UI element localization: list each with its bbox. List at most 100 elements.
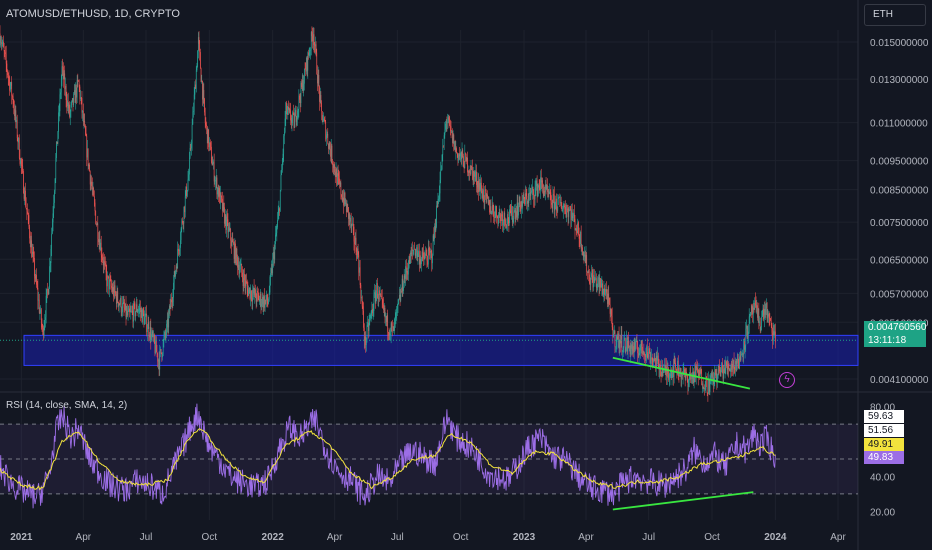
- candle-body: [537, 187, 539, 196]
- candle-body: [235, 243, 236, 264]
- candle-body: [597, 278, 599, 285]
- candle-body: [32, 251, 33, 257]
- candle-body: [277, 212, 279, 220]
- candle-body: [629, 345, 631, 355]
- candle-body: [165, 334, 167, 336]
- rsi-indicator-label[interactable]: RSI (14, close, SMA, 14, 2): [6, 400, 128, 411]
- candle-body: [216, 177, 218, 195]
- candle-body: [728, 363, 729, 370]
- candle-body: [72, 98, 74, 106]
- candle-body: [315, 44, 316, 47]
- candle-body: [514, 210, 515, 212]
- candle-body: [122, 302, 124, 304]
- currency-button[interactable]: ETH: [864, 4, 926, 26]
- candle-body: [742, 353, 744, 355]
- candle-body: [315, 44, 317, 53]
- candle-body: [337, 173, 339, 176]
- candle-body: [299, 99, 301, 104]
- candle-body: [389, 334, 391, 336]
- candle-body: [478, 180, 479, 193]
- candle-body: [542, 180, 543, 188]
- candle-body: [368, 322, 370, 331]
- candle-body: [160, 348, 162, 353]
- candle-body: [717, 365, 719, 375]
- candle-body: [660, 372, 662, 377]
- candle-body: [260, 293, 262, 307]
- lightning-alert-icon[interactable]: ϟ: [779, 372, 795, 388]
- candle-body: [132, 310, 134, 322]
- candle-body: [32, 251, 34, 254]
- candle-body: [221, 196, 223, 199]
- candle-body: [486, 194, 488, 197]
- candle-body: [279, 190, 281, 211]
- candle-body: [468, 170, 470, 173]
- candle-body: [525, 193, 527, 197]
- candle-body: [429, 250, 431, 253]
- candle-body: [379, 290, 380, 296]
- candle-body: [254, 289, 256, 295]
- candle-body: [151, 334, 152, 341]
- candle-body: [681, 375, 683, 379]
- candle-body: [773, 331, 775, 335]
- candle-body: [131, 310, 133, 312]
- candle-body: [662, 372, 664, 377]
- candle-body: [366, 325, 368, 340]
- candle-body: [298, 95, 300, 109]
- candle-body: [710, 373, 712, 376]
- candle-body: [738, 367, 740, 369]
- candle-body: [164, 331, 165, 338]
- candle-body: [10, 82, 12, 86]
- candle-body: [562, 209, 563, 212]
- candle-body: [57, 131, 59, 144]
- candle-body: [724, 368, 725, 374]
- candle-body: [135, 304, 137, 312]
- candle-body: [735, 361, 737, 365]
- candle-body: [505, 219, 506, 225]
- candle-body: [302, 79, 304, 91]
- candle-body: [80, 97, 82, 99]
- candle-body: [405, 266, 406, 279]
- candle-body: [491, 212, 493, 215]
- candle-body: [624, 337, 626, 352]
- candle-body: [179, 247, 181, 252]
- candle-body: [737, 353, 738, 363]
- candle-body: [268, 299, 269, 304]
- candle-body: [582, 252, 584, 256]
- candle-body: [658, 359, 660, 370]
- candle-body: [461, 150, 463, 159]
- candle-body: [181, 220, 183, 229]
- candle-body: [303, 83, 305, 91]
- candle-body: [620, 340, 621, 344]
- candle-body: [664, 365, 665, 366]
- candle-body: [156, 352, 158, 354]
- candle-body: [521, 201, 523, 207]
- candle-body: [291, 117, 293, 123]
- candle-body: [633, 342, 635, 353]
- candle-body: [671, 372, 673, 378]
- candle-body: [757, 305, 758, 318]
- candle-body: [435, 226, 437, 231]
- candle-body: [586, 255, 588, 273]
- candle-body: [330, 145, 332, 157]
- candle-body: [88, 164, 90, 167]
- candle-body: [266, 294, 267, 301]
- candle-body: [171, 299, 172, 302]
- candle-body: [687, 380, 689, 387]
- candle-body: [598, 277, 600, 288]
- candle-body: [273, 252, 275, 260]
- candle-body: [343, 197, 344, 206]
- candle-body: [747, 334, 749, 338]
- candle-body: [82, 110, 84, 122]
- candle-body: [631, 344, 632, 349]
- candle-body: [77, 80, 79, 81]
- candle-body: [765, 308, 767, 315]
- candle-body: [599, 278, 601, 288]
- candle-body: [125, 303, 127, 318]
- candle-body: [386, 315, 388, 323]
- candle-body: [108, 276, 110, 290]
- candle-body: [202, 80, 203, 100]
- candle-body: [640, 345, 641, 351]
- candle-body: [625, 348, 627, 352]
- candle-body: [722, 369, 724, 379]
